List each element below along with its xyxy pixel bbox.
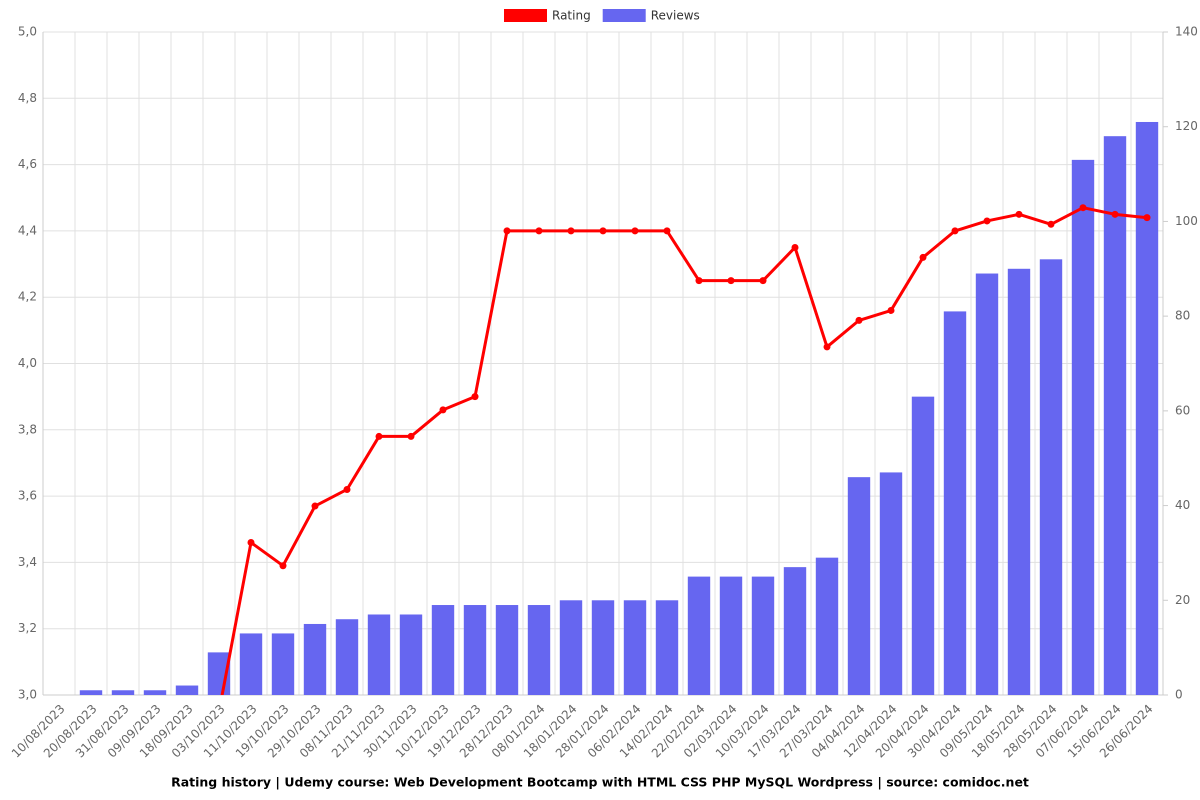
bar	[143, 690, 167, 695]
y2-tick-label: 60	[1175, 403, 1190, 417]
bar	[399, 614, 423, 695]
line-point	[791, 243, 799, 251]
bar	[783, 567, 807, 695]
y-tick-label: 4,2	[18, 290, 37, 304]
line-point	[279, 562, 287, 570]
y-tick-label: 4,4	[18, 223, 37, 237]
line-point	[407, 432, 415, 440]
line-point	[599, 227, 607, 235]
y2-tick-label: 0	[1175, 688, 1183, 702]
y-tick-label: 3,8	[18, 422, 37, 436]
line-point	[887, 306, 895, 314]
line-point	[1015, 210, 1023, 218]
bar	[111, 690, 135, 695]
legend-swatch	[504, 9, 547, 22]
line-point	[919, 253, 927, 261]
bar	[1007, 268, 1031, 695]
bar	[1071, 159, 1095, 696]
line-point	[567, 227, 575, 235]
bar	[335, 619, 359, 695]
y-tick-label: 3,6	[18, 489, 37, 503]
line-point	[983, 217, 991, 225]
line-point	[1111, 210, 1119, 218]
line-point	[855, 316, 863, 324]
bar	[591, 600, 615, 695]
bar	[367, 614, 391, 695]
bar	[79, 690, 103, 695]
line-point	[471, 393, 479, 401]
line-point	[311, 502, 319, 510]
line-point	[823, 343, 831, 351]
line-point	[1079, 204, 1087, 212]
bar	[623, 600, 647, 695]
line-point	[503, 227, 511, 235]
line-point	[631, 227, 639, 235]
legend-label: Rating	[552, 9, 591, 23]
line-point	[375, 432, 383, 440]
bar	[431, 605, 455, 695]
bar	[1135, 121, 1159, 695]
y-tick-label: 3,2	[18, 621, 37, 635]
chart-title: Rating history | Udemy course: Web Devel…	[171, 775, 1029, 790]
y2-tick-label: 140	[1175, 25, 1198, 39]
y-tick-label: 3,0	[18, 688, 37, 702]
line-group	[220, 204, 1151, 695]
y-tick-label: 4,8	[18, 91, 37, 105]
y-tick-label: 4,0	[18, 356, 37, 370]
y2-tick-label: 120	[1175, 119, 1198, 133]
line-point	[727, 277, 735, 285]
line-point	[1047, 220, 1055, 228]
bar	[943, 311, 967, 695]
bar	[815, 557, 839, 695]
y-tick-label: 5,0	[18, 25, 37, 39]
line-point	[247, 539, 255, 547]
bar	[847, 477, 871, 695]
line-point	[951, 227, 959, 235]
y-tick-label: 3,4	[18, 555, 37, 569]
bar	[687, 576, 711, 695]
y2-tick-label: 40	[1175, 498, 1190, 512]
line-point	[663, 227, 671, 235]
line-point	[439, 406, 447, 414]
bar	[271, 633, 295, 695]
bar	[527, 605, 551, 695]
y2-tick-label: 80	[1175, 309, 1190, 323]
bar	[719, 576, 743, 695]
bar	[463, 605, 487, 695]
bar	[751, 576, 775, 695]
line-point	[343, 485, 351, 493]
rating-line	[220, 206, 1148, 695]
y2-tick-label: 100	[1175, 214, 1198, 228]
bar	[559, 600, 583, 695]
line-point	[695, 277, 703, 285]
bar	[495, 605, 519, 695]
bar	[1039, 259, 1063, 695]
line-point	[759, 277, 767, 285]
legend-swatch	[602, 9, 646, 22]
line-point	[1143, 214, 1151, 222]
bar	[655, 600, 679, 695]
bar	[911, 396, 935, 695]
y-tick-label: 4,6	[18, 157, 37, 171]
line-point	[535, 227, 543, 235]
y2-tick-label: 20	[1175, 593, 1190, 607]
legend-label: Reviews	[651, 9, 700, 23]
bar	[1103, 136, 1127, 695]
bar	[303, 623, 327, 695]
bar	[175, 685, 199, 695]
bar	[239, 633, 263, 695]
bar	[975, 273, 999, 695]
bar	[879, 472, 903, 695]
